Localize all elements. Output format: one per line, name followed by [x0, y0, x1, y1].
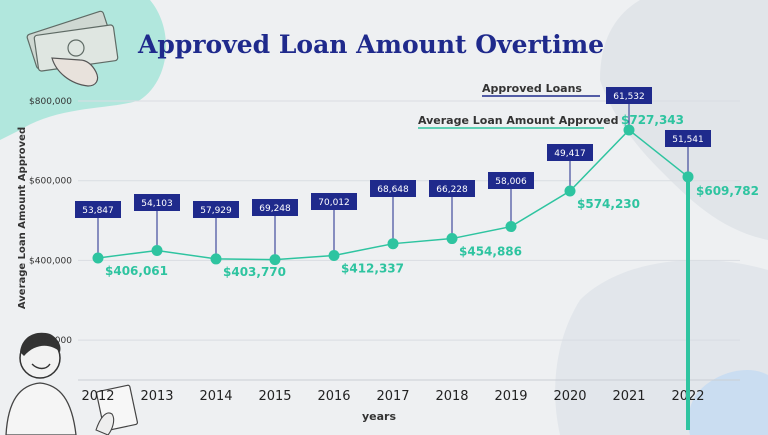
- approved-loans-label: 61,532: [613, 92, 645, 102]
- approved-loans-box: [488, 172, 534, 189]
- approved-loans-label: 57,929: [200, 206, 232, 216]
- x-tick-label: 2012: [81, 389, 114, 404]
- average-loan-value-label: $412,337: [341, 262, 404, 276]
- average-loan-value-label: $574,230: [577, 197, 640, 211]
- chart-title: Approved Loan Amount Overtime: [138, 30, 605, 59]
- average-loan-point: [623, 124, 635, 136]
- legend-label-average-loan: Average Loan Amount Approved: [418, 114, 618, 127]
- approved-loans-label: 69,248: [259, 204, 291, 214]
- y-axis-label: Average Loan Amount Approved: [17, 127, 28, 309]
- x-tick-label: 2015: [258, 389, 291, 404]
- approved-loans-box: [606, 87, 652, 104]
- y-tick-label: $600,000: [29, 177, 72, 187]
- average-loan-point: [151, 244, 163, 256]
- approved-loans-label: 53,847: [82, 206, 114, 216]
- approved-loans-label: 58,006: [495, 177, 527, 187]
- y-tick-label: $200,000: [29, 336, 72, 346]
- approved-loans-box: [134, 194, 180, 211]
- x-tick-label: 2017: [376, 389, 409, 404]
- x-tick-label: 2019: [494, 389, 527, 404]
- x-tick-label: 2021: [612, 389, 645, 404]
- approved-loans-label: 70,012: [318, 198, 350, 208]
- average-loan-point: [328, 250, 340, 262]
- x-tick-label: 2013: [140, 389, 173, 404]
- approved-loans-box: [665, 130, 711, 147]
- y-tick-label: $800,000: [29, 97, 72, 107]
- average-loan-point: [564, 185, 576, 197]
- approved-loans-label: 54,103: [141, 199, 173, 209]
- average-loan-point: [505, 221, 517, 233]
- approved-loans-box: [370, 180, 416, 197]
- average-loan-point: [92, 252, 104, 264]
- average-loan-value-label: $454,886: [459, 245, 522, 259]
- average-loan-point: [269, 254, 281, 266]
- x-axis-label: years: [362, 410, 396, 423]
- average-loan-value-label: $727,343: [621, 113, 684, 127]
- y-tick-label: $400,000: [29, 256, 72, 266]
- average-loan-value-label: $609,782: [696, 184, 759, 198]
- approved-loans-box: [311, 193, 357, 210]
- average-loan-point: [682, 171, 694, 183]
- smiling-person-icon: [5, 332, 139, 435]
- money-hand-icon: [26, 10, 119, 87]
- approved-loans-box: [429, 180, 475, 197]
- approved-loans-label: 49,417: [554, 149, 586, 159]
- approved-loans-box: [547, 144, 593, 161]
- average-loan-value-label: $406,061: [105, 264, 168, 278]
- approved-loans-box: [193, 201, 239, 218]
- approved-loans-box: [252, 199, 298, 216]
- x-tick-label: 2014: [199, 389, 232, 404]
- approved-loans-box: [75, 201, 121, 218]
- x-tick-label: 2018: [435, 389, 468, 404]
- legend-label-approved-loans: Approved Loans: [482, 82, 582, 95]
- approved-loans-label: 68,648: [377, 185, 409, 195]
- average-loan-point: [210, 253, 222, 265]
- x-tick-label: 2016: [317, 389, 350, 404]
- x-tick-label: 2020: [553, 389, 586, 404]
- approved-loans-label: 66,228: [436, 185, 468, 195]
- average-loan-point: [387, 238, 399, 250]
- average-loan-point: [446, 233, 458, 245]
- average-loan-value-label: $403,770: [223, 265, 286, 279]
- approved-loans-label: 51,541: [672, 135, 704, 145]
